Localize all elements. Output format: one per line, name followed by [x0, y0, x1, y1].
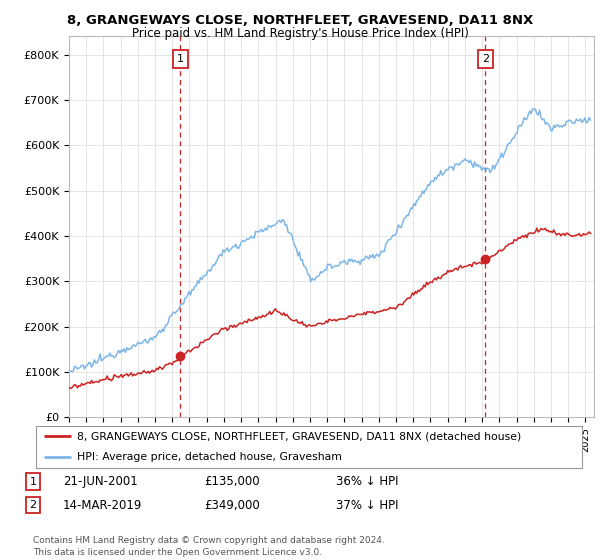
Text: 2: 2 [29, 500, 37, 510]
Text: HPI: Average price, detached house, Gravesham: HPI: Average price, detached house, Grav… [77, 452, 342, 462]
Text: £349,000: £349,000 [204, 498, 260, 512]
Text: 8, GRANGEWAYS CLOSE, NORTHFLEET, GRAVESEND, DA11 8NX: 8, GRANGEWAYS CLOSE, NORTHFLEET, GRAVESE… [67, 14, 533, 27]
Text: 14-MAR-2019: 14-MAR-2019 [63, 498, 142, 512]
Text: 1: 1 [29, 477, 37, 487]
Text: £135,000: £135,000 [204, 475, 260, 488]
Text: 8, GRANGEWAYS CLOSE, NORTHFLEET, GRAVESEND, DA11 8NX (detached house): 8, GRANGEWAYS CLOSE, NORTHFLEET, GRAVESE… [77, 431, 521, 441]
Text: 21-JUN-2001: 21-JUN-2001 [63, 475, 138, 488]
Text: 37% ↓ HPI: 37% ↓ HPI [336, 498, 398, 512]
Text: 2: 2 [482, 54, 489, 64]
Text: Contains HM Land Registry data © Crown copyright and database right 2024.
This d: Contains HM Land Registry data © Crown c… [33, 536, 385, 557]
Text: 1: 1 [177, 54, 184, 64]
Text: Price paid vs. HM Land Registry's House Price Index (HPI): Price paid vs. HM Land Registry's House … [131, 27, 469, 40]
Text: 36% ↓ HPI: 36% ↓ HPI [336, 475, 398, 488]
